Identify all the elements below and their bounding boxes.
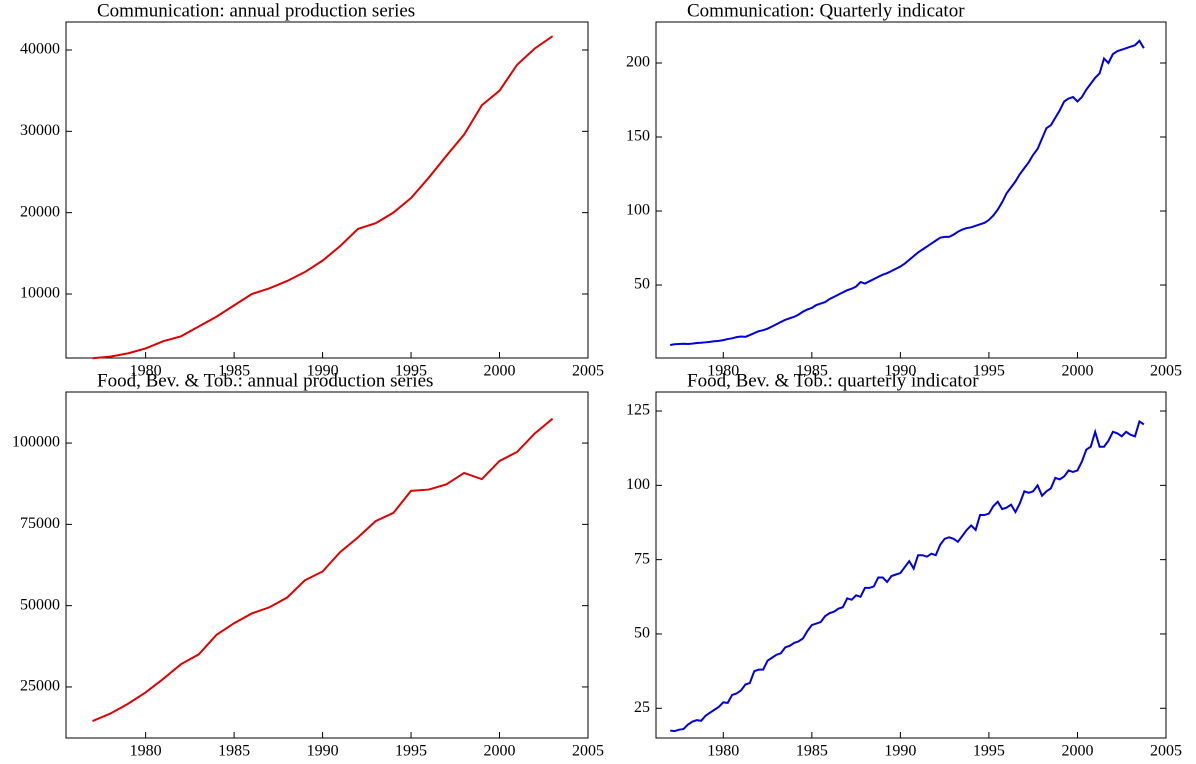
x-tick-label: 1980 [707, 743, 739, 760]
plot-frame [65, 21, 589, 359]
y-tick-label: 25 [634, 699, 650, 716]
x-tick-label: 1995 [395, 363, 427, 380]
x-tick-label: 1985 [218, 743, 250, 760]
x-tick-label: 2000 [484, 363, 516, 380]
y-tick-label: 150 [626, 128, 650, 145]
plot-frame [65, 391, 589, 739]
panel: 25 50 75 100 125 1980 1985 1990 1995 2000 2005 Food… [626, 370, 1182, 759]
y-tick-label: 25000 [20, 678, 60, 695]
x-tick-label: 1995 [395, 743, 427, 760]
x-tick-label: 1985 [218, 363, 250, 380]
x-tick-label: 2000 [1061, 363, 1093, 380]
y-tick-label: 75 [634, 550, 650, 567]
data-line [670, 39, 1145, 346]
x-tick-label: 1985 [796, 743, 828, 760]
y-tick-label: 50000 [20, 596, 60, 613]
chart-title: Food, Bev. & Tob.: annual production ser… [97, 370, 433, 391]
y-tick-label: 100 [626, 202, 650, 219]
x-tick-label: 1980 [707, 363, 739, 380]
x-tick-label: 2005 [572, 743, 604, 760]
x-tick-label: 1980 [130, 743, 162, 760]
y-tick-label: 10000 [20, 285, 60, 302]
panel: 25000 50000 75000 100000 1980 1985 1990 1995 200… [12, 370, 604, 759]
x-tick-label: 1990 [307, 363, 339, 380]
y-tick-label: 30000 [20, 122, 60, 139]
y-tick-label: 100000 [12, 434, 60, 451]
y-tick-label: 20000 [20, 203, 60, 220]
x-tick-label: 2000 [484, 743, 516, 760]
x-tick-label: 2005 [572, 363, 604, 380]
y-tick-label: 50 [634, 625, 650, 642]
x-tick-label: 2005 [1150, 363, 1182, 380]
x-tick-label: 1985 [796, 363, 828, 380]
panel: 50 100 150 200 1980 1985 1990 1995 2000 2005 Commu… [626, 0, 1182, 379]
panel: 10000 20000 30000 40000 1980 1985 1990 1995 2000… [20, 0, 604, 379]
y-tick-label: 40000 [20, 41, 60, 58]
data-line [92, 417, 554, 723]
data-line [670, 419, 1145, 733]
x-tick-label: 2005 [1150, 743, 1182, 760]
y-tick-label: 75000 [20, 515, 60, 532]
y-tick-label: 100 [626, 476, 650, 493]
x-tick-label: 1995 [973, 363, 1005, 380]
y-tick-label: 125 [626, 402, 650, 419]
plot-frame [655, 391, 1167, 739]
chart-title: Communication: Quarterly indicator [687, 0, 965, 21]
x-tick-label: 1990 [884, 743, 916, 760]
x-tick-label: 1995 [973, 743, 1005, 760]
y-tick-label: 200 [626, 54, 650, 71]
y-tick-label: 50 [634, 276, 650, 293]
x-tick-label: 2000 [1061, 743, 1093, 760]
x-tick-label: 1980 [130, 363, 162, 380]
x-tick-label: 1990 [884, 363, 916, 380]
x-tick-label: 1990 [307, 743, 339, 760]
chart-title: Food, Bev. & Tob.: quarterly indicator [687, 370, 979, 391]
chart-title: Communication: annual production series [97, 0, 415, 21]
plot-frame [655, 21, 1167, 359]
data-line [92, 35, 554, 360]
